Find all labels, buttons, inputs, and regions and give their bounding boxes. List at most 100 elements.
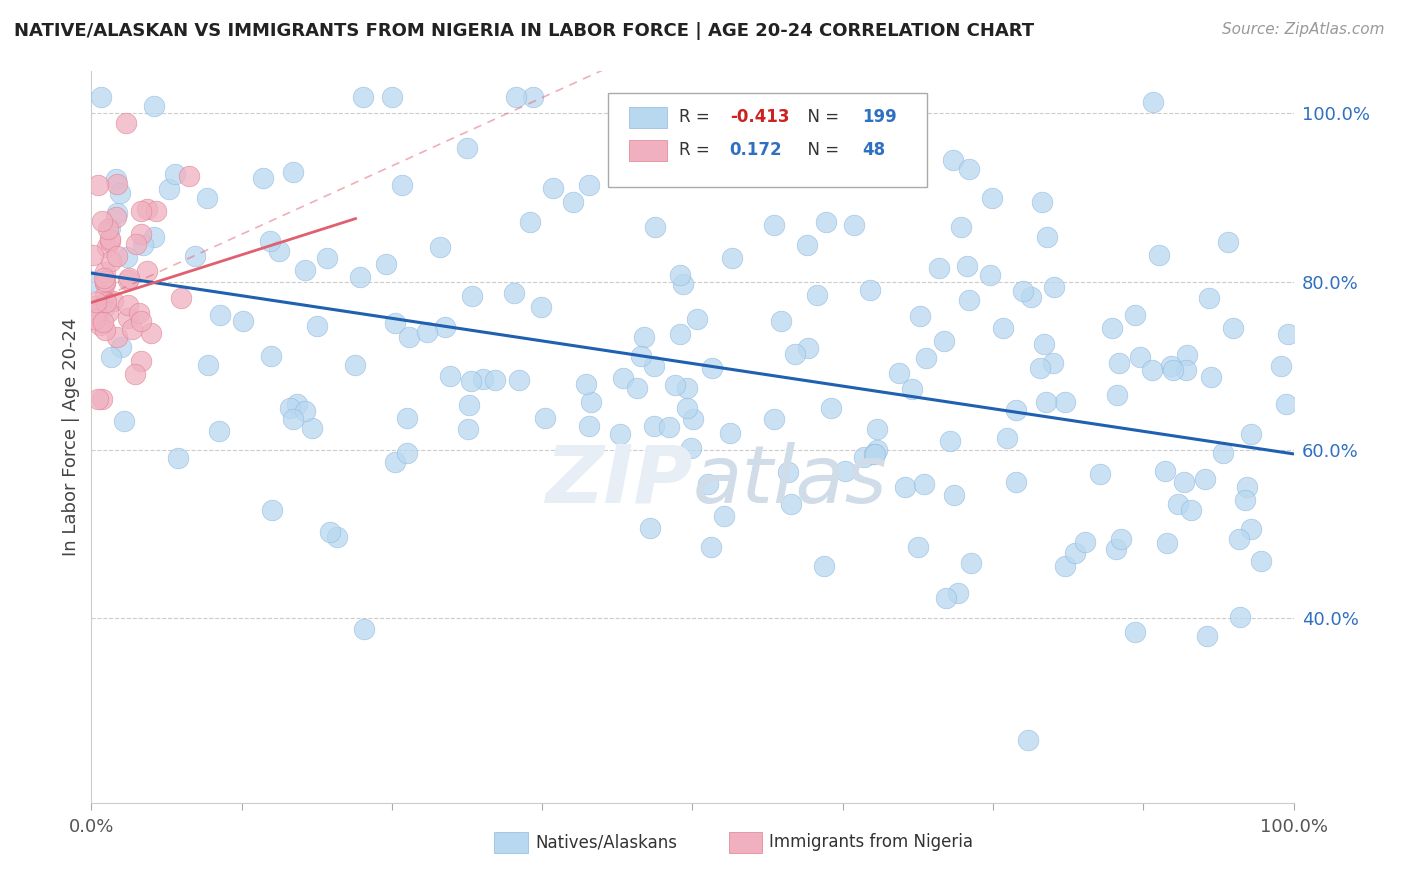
Point bbox=[894, 480, 917, 494]
Point bbox=[522, 89, 544, 103]
Point bbox=[928, 260, 950, 275]
Point bbox=[301, 421, 323, 435]
Point bbox=[1004, 403, 1026, 417]
Point bbox=[1277, 327, 1299, 342]
Point bbox=[609, 427, 631, 442]
Point bbox=[458, 397, 481, 411]
Point bbox=[1222, 321, 1244, 335]
Text: 0.172: 0.172 bbox=[730, 141, 782, 160]
Point bbox=[112, 414, 135, 428]
Point bbox=[508, 373, 530, 387]
Point bbox=[374, 256, 396, 270]
Point bbox=[105, 177, 128, 191]
Point bbox=[395, 411, 418, 425]
Point bbox=[1123, 624, 1146, 639]
Point bbox=[143, 99, 166, 113]
Point bbox=[209, 308, 232, 322]
Text: Source: ZipAtlas.com: Source: ZipAtlas.com bbox=[1222, 22, 1385, 37]
Point bbox=[129, 314, 152, 328]
Point bbox=[776, 465, 799, 479]
Point bbox=[664, 377, 686, 392]
Point bbox=[278, 401, 301, 416]
Point bbox=[626, 381, 648, 395]
Point bbox=[1109, 532, 1132, 546]
Point bbox=[529, 300, 551, 314]
Point bbox=[1234, 492, 1257, 507]
Point bbox=[675, 381, 697, 395]
Point bbox=[887, 366, 910, 380]
Point bbox=[94, 277, 117, 291]
Point bbox=[1216, 235, 1239, 249]
Point bbox=[700, 361, 723, 376]
Point bbox=[820, 401, 842, 415]
Point bbox=[294, 262, 316, 277]
Point bbox=[349, 269, 371, 284]
Point bbox=[135, 263, 157, 277]
Point bbox=[98, 234, 121, 248]
Point bbox=[1163, 362, 1185, 376]
Point bbox=[319, 524, 342, 539]
Point bbox=[267, 244, 290, 258]
Point bbox=[1019, 290, 1042, 304]
Point bbox=[260, 349, 283, 363]
Point bbox=[1160, 359, 1182, 373]
Point bbox=[633, 330, 655, 344]
Point bbox=[1167, 497, 1189, 511]
Point bbox=[1173, 475, 1195, 489]
Point bbox=[195, 191, 218, 205]
Point bbox=[98, 231, 121, 245]
Point bbox=[117, 298, 139, 312]
Point bbox=[1064, 546, 1087, 560]
Point bbox=[343, 359, 366, 373]
Point bbox=[676, 401, 699, 415]
Point bbox=[294, 403, 316, 417]
Point bbox=[534, 410, 557, 425]
Point bbox=[934, 334, 956, 348]
Point bbox=[643, 419, 665, 434]
Point bbox=[852, 450, 875, 464]
Text: N =: N = bbox=[797, 109, 845, 127]
Point bbox=[471, 372, 494, 386]
Point bbox=[959, 556, 981, 570]
FancyBboxPatch shape bbox=[494, 832, 527, 853]
Point bbox=[1031, 195, 1053, 210]
Point bbox=[907, 541, 929, 555]
Point bbox=[326, 530, 349, 544]
Point bbox=[177, 169, 200, 184]
Point bbox=[117, 273, 139, 287]
Point bbox=[129, 227, 152, 241]
Point bbox=[96, 240, 118, 254]
Point bbox=[942, 153, 965, 168]
Point bbox=[1270, 359, 1292, 373]
Point bbox=[1088, 467, 1111, 481]
Point bbox=[381, 89, 404, 103]
Point bbox=[232, 313, 254, 327]
Point bbox=[1033, 336, 1056, 351]
Point bbox=[163, 167, 186, 181]
Point bbox=[94, 295, 117, 310]
Point bbox=[125, 236, 148, 251]
Point bbox=[935, 591, 957, 606]
Point bbox=[1236, 480, 1258, 494]
Point bbox=[1142, 95, 1164, 109]
Point bbox=[197, 359, 219, 373]
Text: Immigrants from Nigeria: Immigrants from Nigeria bbox=[769, 833, 973, 851]
Point bbox=[562, 195, 585, 210]
Point bbox=[115, 116, 138, 130]
Point bbox=[644, 220, 666, 235]
Point bbox=[100, 350, 122, 364]
Point bbox=[519, 215, 541, 229]
Point bbox=[97, 305, 120, 319]
Point bbox=[1142, 363, 1164, 377]
Point bbox=[686, 311, 709, 326]
Point bbox=[957, 293, 980, 307]
Point bbox=[260, 502, 283, 516]
Point bbox=[950, 220, 973, 235]
Point bbox=[578, 178, 600, 192]
Point bbox=[457, 422, 479, 436]
Point bbox=[121, 322, 143, 336]
Point bbox=[1197, 629, 1219, 643]
Point bbox=[783, 347, 806, 361]
Point bbox=[505, 89, 527, 103]
Point bbox=[713, 508, 735, 523]
